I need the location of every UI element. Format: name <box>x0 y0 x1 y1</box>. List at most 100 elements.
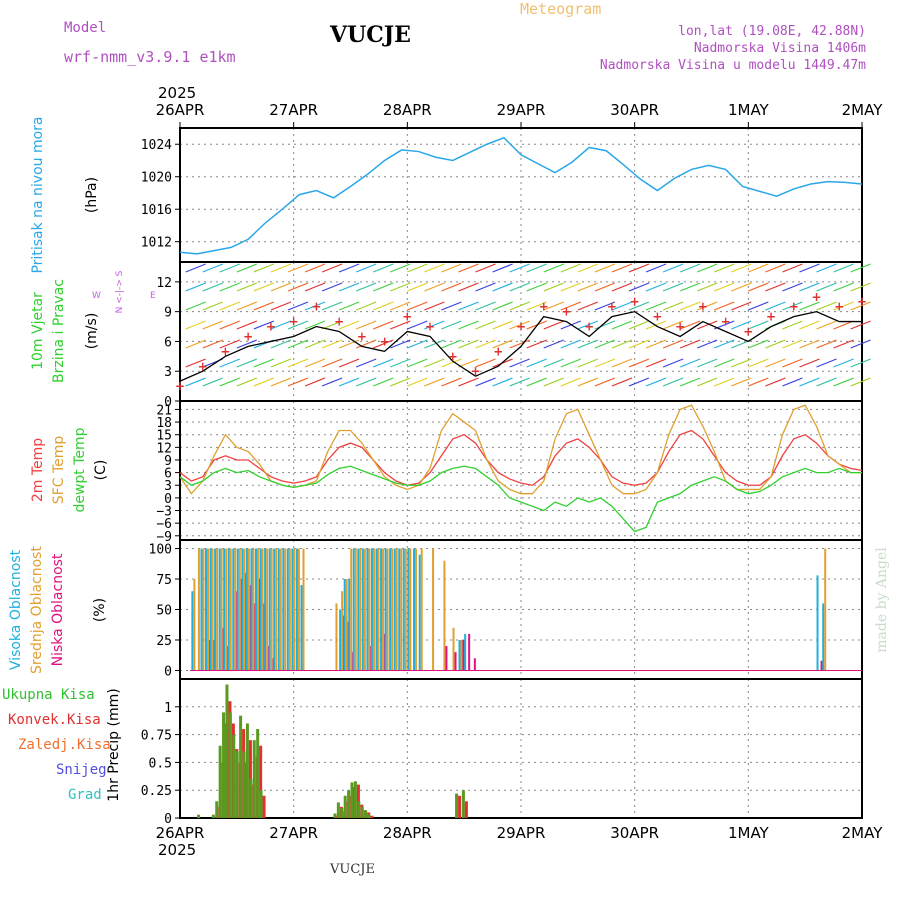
cloud-bar <box>275 548 278 671</box>
wind-gust-marker: + <box>425 320 435 334</box>
y-tick-label: 3 <box>164 365 172 380</box>
wind-barb <box>390 301 411 311</box>
precip-bar <box>367 814 371 818</box>
wind-barb <box>338 339 360 349</box>
wind-barb <box>748 282 769 292</box>
wind-barb <box>696 263 718 273</box>
wind-barb <box>475 301 496 311</box>
wind-barb <box>628 320 650 330</box>
wind-barb <box>765 358 786 368</box>
wind-barb <box>560 301 582 311</box>
wind-gust-marker: + <box>380 334 390 348</box>
cloud-bar <box>211 548 214 671</box>
wind-barb <box>355 282 377 292</box>
wind-barb <box>219 358 241 368</box>
wind-barb <box>458 339 479 349</box>
wind-barb <box>543 282 564 292</box>
y-tick-label: −9 <box>156 530 172 545</box>
wind-barb <box>458 263 479 273</box>
cloud-bar <box>279 548 282 671</box>
cloud-bar <box>302 548 305 671</box>
wind-barb <box>492 263 513 273</box>
wind-barb <box>816 263 837 273</box>
cloud-bar <box>413 548 416 671</box>
cloud-bar <box>359 548 362 671</box>
wind-barb <box>816 282 837 292</box>
wind-barb <box>304 282 326 292</box>
wind-barb <box>509 339 530 349</box>
wind-barb <box>253 282 275 292</box>
wind-barb <box>696 301 718 311</box>
y-tick-label: 21 <box>156 403 172 418</box>
cloud-bar <box>443 560 446 671</box>
pressure-unit-label: (hPa) <box>84 177 100 213</box>
wind-barb <box>594 339 616 349</box>
wind-barb <box>850 339 871 349</box>
wind-barb <box>458 282 479 292</box>
wind-barb <box>287 358 309 368</box>
wind-barb <box>390 339 411 349</box>
wind-barb <box>424 263 445 273</box>
wind-barb <box>424 358 445 368</box>
cloud-ylabel-low: Niska Oblacnost <box>50 553 66 666</box>
wind-barb <box>202 377 223 387</box>
cloud-bar <box>445 646 448 671</box>
cloud-bar <box>214 548 217 671</box>
wind-gust-marker: + <box>584 320 594 334</box>
temp-ylabel-2m: 2m Temp <box>30 438 46 502</box>
wind-barb <box>833 301 854 311</box>
cloud-bar <box>250 548 253 671</box>
wind-gust-marker: + <box>857 295 867 309</box>
wind-barb <box>424 377 445 387</box>
precip-bar <box>228 712 232 818</box>
temp-ylabel-dewpt: dewpt Temp <box>72 427 88 512</box>
cloud-bar <box>284 548 287 671</box>
cloud-bar <box>348 579 351 671</box>
wind-barb <box>833 263 854 273</box>
wind-barb <box>304 320 326 330</box>
cloud-bar <box>229 548 232 671</box>
temp-series-line <box>179 429 863 486</box>
cloud-bar <box>391 548 394 671</box>
cloud-bar <box>202 548 205 671</box>
cloud-bar <box>255 548 258 671</box>
cloud-bar <box>257 548 260 671</box>
altitude-text: Nadmorska Visina 1406m <box>693 41 866 56</box>
x-tick-label-bottom: 2MAY <box>842 824 884 842</box>
wind-barb <box>662 358 684 368</box>
wind-barb <box>219 263 241 273</box>
wind-barb <box>253 377 275 387</box>
cloud-bar <box>261 548 264 671</box>
wind-barb <box>628 358 650 368</box>
wind-compass-ns: N <-|-> S <box>115 270 125 313</box>
wind-barb <box>270 263 292 273</box>
wind-barb <box>526 377 547 387</box>
wind-barb <box>287 301 309 311</box>
wind-gust-marker: + <box>539 300 549 314</box>
wind-barb <box>390 358 411 368</box>
wind-barb <box>475 339 496 349</box>
wind-barb <box>185 301 206 311</box>
wind-barb <box>373 339 394 349</box>
wind-barb <box>782 358 803 368</box>
wind-barb <box>526 301 547 311</box>
wind-barb <box>185 282 206 292</box>
cloud-bar <box>223 548 226 671</box>
x-tick-label-bottom: 1MAY <box>728 824 770 842</box>
cloud-bar <box>400 548 403 671</box>
wind-gust-marker: + <box>721 315 731 329</box>
precip-bar <box>218 745 222 818</box>
wind-barb <box>714 301 735 311</box>
wind-barb <box>407 282 428 292</box>
wind-barb <box>355 301 377 311</box>
wind-barb <box>441 339 462 349</box>
wind-barb <box>748 320 769 330</box>
wind-gust-marker: + <box>311 300 321 314</box>
cloud-bar <box>824 548 827 671</box>
wind-barb <box>270 377 292 387</box>
wind-barb <box>236 282 258 292</box>
wind-barb <box>731 377 752 387</box>
wind-barb <box>765 377 786 387</box>
precip-bar <box>239 715 243 818</box>
wind-gust-marker: + <box>812 290 822 304</box>
